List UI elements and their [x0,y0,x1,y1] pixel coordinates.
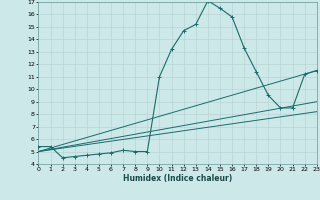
X-axis label: Humidex (Indice chaleur): Humidex (Indice chaleur) [123,174,232,183]
